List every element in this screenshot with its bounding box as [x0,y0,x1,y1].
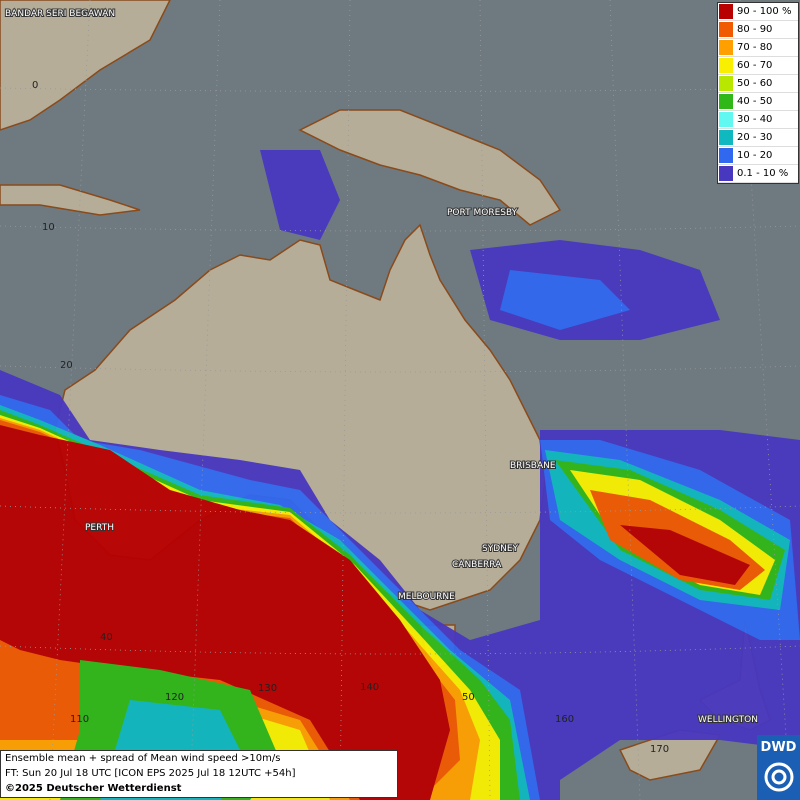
legend-label: 20 - 30 [737,132,773,143]
legend-item: 70 - 80 [718,39,798,57]
legend-item: 50 - 60 [718,75,798,93]
grid-label: 20 [60,360,73,371]
legend-label: 30 - 40 [737,114,773,125]
grid-label: 140 [360,682,379,693]
legend-swatch [719,22,733,37]
legend-swatch [719,148,733,163]
grid-label: 120 [165,692,184,703]
place-label: BANDAR SERI BEGAWAN [5,9,115,19]
place-label: MELBOURNE [398,592,455,602]
logo: DWD [757,735,800,800]
legend-label: 60 - 70 [737,60,773,71]
footer-line: Ensemble mean + spread of Mean wind spee… [5,753,281,764]
place-label: PERTH [85,523,114,533]
place-label: PORT MORESBY [447,208,518,218]
footer-line: ©2025 Deutscher Wetterdienst [5,783,182,794]
grid-label: 50 [462,692,475,703]
grid-label: 0 [32,80,38,91]
logo-icon [764,762,793,792]
grid-label: 160 [555,714,574,725]
grid-label: 130 [258,683,277,694]
legend-item: 60 - 70 [718,57,798,75]
legend-item: 90 - 100 % [718,3,798,21]
legend-label: 50 - 60 [737,78,773,89]
footer-line: FT: Sun 20 Jul 18 UTC [ICON EPS 2025 Jul… [5,768,296,779]
grid-label: 10 [42,222,55,233]
legend-item: 80 - 90 [718,21,798,39]
legend-label: 70 - 80 [737,42,773,53]
legend-swatch [719,112,733,127]
footer: Ensemble mean + spread of Mean wind spee… [0,750,398,798]
legend-swatch [719,40,733,55]
legend-label: 10 - 20 [737,150,773,161]
probability-fields [0,150,800,800]
place-label: CANBERRA [452,560,502,570]
legend-item: 20 - 30 [718,129,798,147]
legend-label: 90 - 100 % [737,6,792,17]
labels: BANDAR SERI BEGAWAN PORT MORESBY BRISBANE P… [4,8,759,755]
legend-label: 80 - 90 [737,24,773,35]
place-label: WELLINGTON [698,715,758,725]
legend-swatch [719,4,733,19]
legend-item: 10 - 20 [718,147,798,165]
grid-label: 40 [100,632,113,643]
legend-swatch [719,94,733,109]
logo-text: DWD [760,740,797,755]
legend: 90 - 100 % 80 - 90 70 - 80 60 - 70 50 - 60 40… [717,2,799,184]
legend-label: 40 - 50 [737,96,773,107]
legend-swatch [719,166,733,181]
legend-item: 0.1 - 10 % [718,165,798,183]
legend-swatch [719,130,733,145]
legend-swatch [719,58,733,73]
legend-item: 40 - 50 [718,93,798,111]
legend-label: 0.1 - 10 % [737,168,789,179]
place-label: BRISBANE [510,461,556,471]
place-label: SYDNEY [482,544,519,554]
legend-item: 30 - 40 [718,111,798,129]
grid-label: 170 [650,744,669,755]
legend-swatch [719,76,733,91]
grid-label: 110 [70,714,89,725]
